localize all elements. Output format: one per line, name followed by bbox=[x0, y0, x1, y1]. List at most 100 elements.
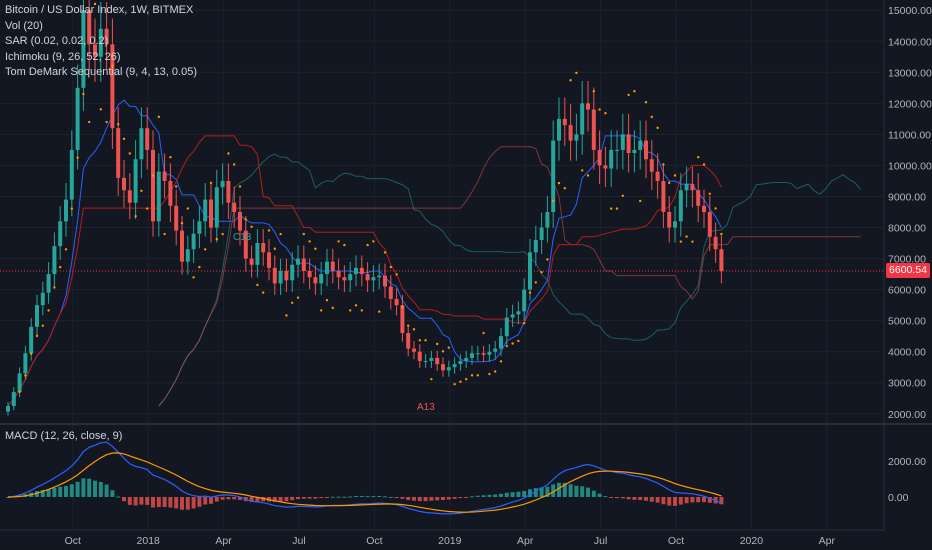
macd-histogram-bar bbox=[533, 488, 538, 497]
macd-histogram-bar bbox=[528, 489, 532, 497]
candle-body bbox=[638, 140, 643, 150]
macd-histogram-bar bbox=[180, 497, 184, 510]
ichimoku-lines bbox=[7, 99, 722, 407]
candle-body bbox=[29, 326, 34, 354]
sar-dot bbox=[82, 92, 85, 96]
macd-histogram-bar bbox=[499, 493, 503, 497]
sar-dot bbox=[30, 352, 33, 355]
time-tick-label: Jul bbox=[292, 535, 305, 547]
sar-dot bbox=[412, 328, 416, 331]
candle-body bbox=[52, 246, 57, 275]
candle-body bbox=[17, 373, 22, 393]
sar-dot bbox=[488, 372, 491, 376]
macd-histogram-bar bbox=[458, 497, 463, 498]
price-tick-label: 13000.00 bbox=[888, 67, 932, 79]
sar-dot bbox=[523, 321, 526, 325]
signal-line bbox=[7, 452, 722, 513]
sar-dot bbox=[505, 344, 508, 348]
sar-dot bbox=[650, 115, 653, 119]
sar-dot bbox=[476, 374, 479, 377]
indicator-vol[interactable]: Vol (20) bbox=[5, 19, 43, 32]
sar-dot bbox=[105, 120, 108, 124]
macd-histogram-bar bbox=[707, 497, 712, 503]
macd-histogram-bar bbox=[75, 481, 80, 497]
macd-histogram-bar bbox=[319, 497, 324, 498]
macd-histogram-bar bbox=[446, 497, 451, 500]
candle-body bbox=[499, 336, 503, 349]
candle-body bbox=[232, 202, 237, 212]
sar-dot bbox=[331, 306, 334, 310]
indicator-ichimoku[interactable]: Ichimoku (9, 26, 52, 26) bbox=[5, 50, 121, 63]
macd-histogram-bar bbox=[139, 497, 144, 505]
sar-dot bbox=[418, 339, 421, 342]
symbol-title[interactable]: Bitcoin / US Dollar Index, 1W, BITMEX bbox=[5, 4, 194, 16]
macd-histogram-bar bbox=[400, 497, 405, 499]
macd-histogram-bar bbox=[412, 497, 416, 501]
macd-legend[interactable]: MACD (12, 26, close, 9) bbox=[5, 430, 123, 442]
candle-body bbox=[719, 249, 724, 271]
indicator-td-sequential[interactable]: Tom DeMark Sequential (9, 4, 13, 0.05) bbox=[5, 66, 197, 78]
candle-body bbox=[388, 286, 393, 299]
candle-body bbox=[301, 258, 306, 271]
candle-body bbox=[238, 212, 242, 231]
sar-dot bbox=[639, 199, 642, 203]
ichimoku-cloud bbox=[158, 146, 861, 407]
sar-dot bbox=[41, 324, 44, 327]
sar-dot bbox=[360, 309, 363, 312]
annotation-c13: C13 bbox=[233, 232, 252, 243]
sar-dot bbox=[633, 90, 636, 93]
sar-dot bbox=[128, 152, 131, 155]
candle-body bbox=[429, 357, 434, 362]
macd-histogram-bar bbox=[470, 496, 474, 498]
sar-dot bbox=[53, 286, 56, 289]
macd-histogram-bar bbox=[406, 497, 411, 501]
macd-histogram-bar bbox=[702, 497, 706, 503]
sar-dot bbox=[117, 123, 120, 126]
candle-body bbox=[435, 357, 440, 365]
candle-body bbox=[481, 353, 486, 355]
candle-body bbox=[69, 149, 74, 200]
sar-dot bbox=[238, 185, 242, 188]
sar-dot bbox=[673, 174, 677, 177]
macd-histogram-bar bbox=[52, 487, 57, 497]
price-tick-label: 10000.00 bbox=[888, 160, 932, 172]
candle-body bbox=[307, 270, 312, 278]
macd-histogram-bar bbox=[603, 496, 608, 498]
macd-histogram-bar bbox=[127, 497, 132, 505]
sar-dot bbox=[343, 243, 346, 247]
candle-body bbox=[609, 149, 614, 169]
price-tick-label: 6000.00 bbox=[888, 285, 926, 297]
sar-dot bbox=[285, 314, 288, 317]
macd-histogram-bar bbox=[35, 491, 39, 497]
candle-body bbox=[597, 149, 602, 166]
macd-histogram-bar bbox=[313, 497, 318, 499]
candle-body bbox=[191, 233, 196, 250]
sar-dot bbox=[35, 334, 39, 338]
sar-dot bbox=[151, 174, 155, 177]
sar-dot bbox=[337, 240, 340, 243]
macd-pane bbox=[6, 441, 724, 515]
candle-body bbox=[127, 190, 132, 203]
candle-body bbox=[359, 267, 364, 275]
candle-body bbox=[255, 243, 260, 265]
candle-body bbox=[528, 252, 532, 290]
macd-histogram-bar bbox=[214, 497, 219, 502]
indicator-sar[interactable]: SAR (0.02, 0.02, 0.2) bbox=[5, 35, 109, 47]
candle-body bbox=[272, 267, 277, 284]
candle-body bbox=[168, 180, 173, 206]
macd-histogram-bar bbox=[209, 497, 213, 504]
macd-histogram-bar bbox=[429, 497, 434, 501]
candle-body bbox=[6, 406, 10, 412]
candle-body bbox=[591, 109, 596, 150]
macd-histogram-bar bbox=[220, 497, 225, 500]
macd-histogram-bar bbox=[441, 497, 445, 501]
macd-histogram-bar bbox=[487, 494, 492, 497]
candle-body bbox=[336, 270, 341, 278]
sar-dot bbox=[169, 155, 172, 159]
sar-dot bbox=[146, 207, 149, 210]
candle-body bbox=[197, 221, 202, 234]
time-tick-label: Oct bbox=[65, 535, 81, 547]
macd-histogram-bar bbox=[354, 496, 358, 498]
candle-body bbox=[713, 236, 718, 250]
